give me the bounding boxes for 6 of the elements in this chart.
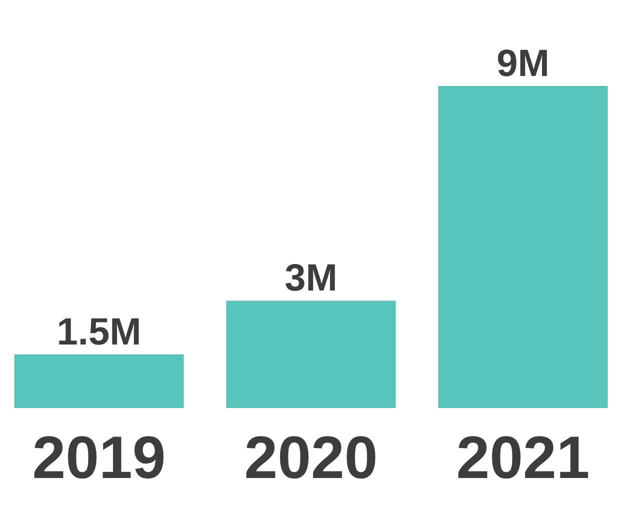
x-tick-label: 2020: [244, 424, 378, 491]
x-tick-label: 2019: [32, 424, 166, 491]
x-tick-label: 2021: [456, 424, 590, 491]
data-label: 3M: [284, 258, 338, 300]
data-label: 1.5M: [56, 311, 142, 354]
data-label: 9M: [496, 43, 550, 85]
